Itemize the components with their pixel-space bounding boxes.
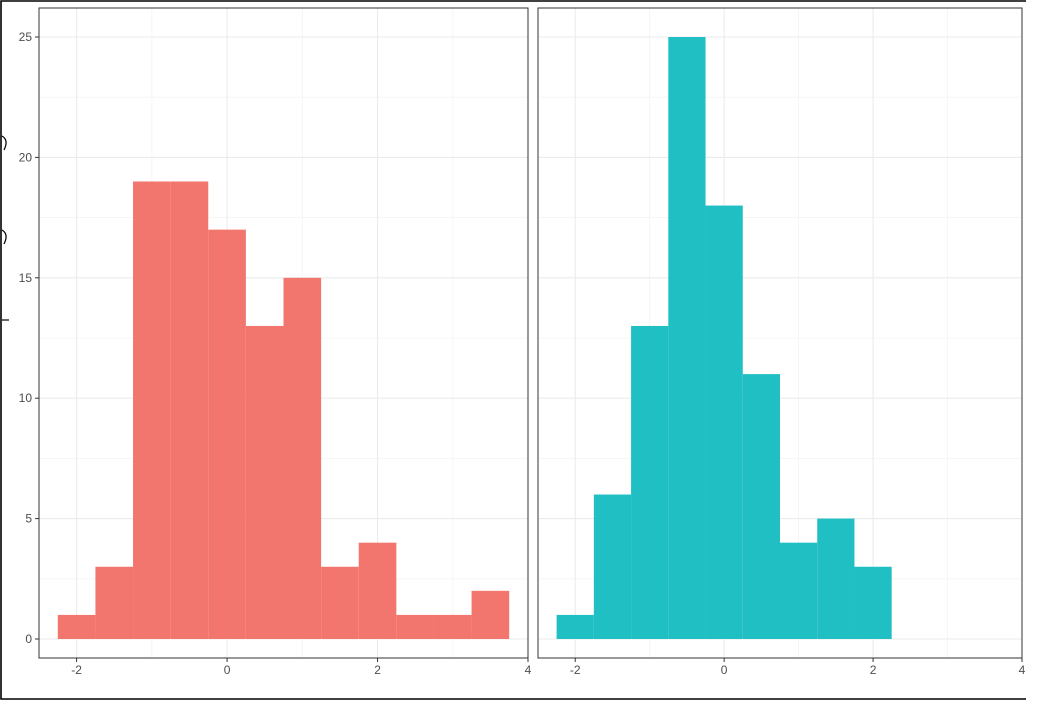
y-tick-label: 10 (19, 391, 33, 405)
histogram-bar (245, 325, 284, 639)
histogram-bar (471, 590, 510, 639)
y-tick-label: 25 (19, 30, 33, 44)
axes-layer: -2 0 2 4 -2 0 2 4 0 5 10 15 20 25 (19, 7, 1026, 677)
histogram-bar (593, 494, 632, 639)
x-tick-label: 2 (870, 663, 877, 677)
histogram-bar (705, 205, 743, 639)
histogram-bar (556, 614, 594, 639)
histogram-bar (817, 518, 855, 639)
outer-frame (0, 0, 1026, 700)
histogram-bar (170, 181, 209, 640)
histogram-bar (396, 614, 434, 639)
panel-border (38, 7, 529, 659)
y-tick-label: 15 (19, 271, 33, 285)
y-tick-label: 0 (25, 632, 32, 646)
histogram-bar (208, 229, 246, 639)
cropped-axis-title-mark (1, 229, 7, 245)
bars-layer (57, 37, 892, 640)
histogram-bar (95, 566, 134, 639)
x-tick-label: 4 (1019, 663, 1026, 677)
histogram-bar (57, 614, 96, 639)
x-tick-label: 0 (721, 663, 728, 677)
histogram-bar (133, 181, 171, 640)
panel-border (537, 7, 1023, 659)
x-tick-label: 2 (374, 663, 381, 677)
histogram-bar (631, 325, 669, 639)
histogram-bar (433, 614, 472, 639)
x-tick-label: 4 (525, 663, 532, 677)
histogram-bar (668, 37, 706, 639)
histogram-bar (780, 542, 818, 639)
cropped-axis-title-mark (1, 135, 7, 151)
x-tick-label: -2 (71, 663, 82, 677)
y-tick-label: 5 (25, 512, 32, 526)
histogram-bar (321, 566, 359, 639)
histogram-bar (358, 542, 397, 639)
x-tick-label: 0 (224, 663, 231, 677)
y-tick-label: 20 (19, 150, 33, 164)
histogram-bar (854, 566, 892, 639)
histogram-bar (283, 277, 322, 639)
histogram-bar (742, 374, 780, 639)
x-tick-label: -2 (570, 663, 581, 677)
